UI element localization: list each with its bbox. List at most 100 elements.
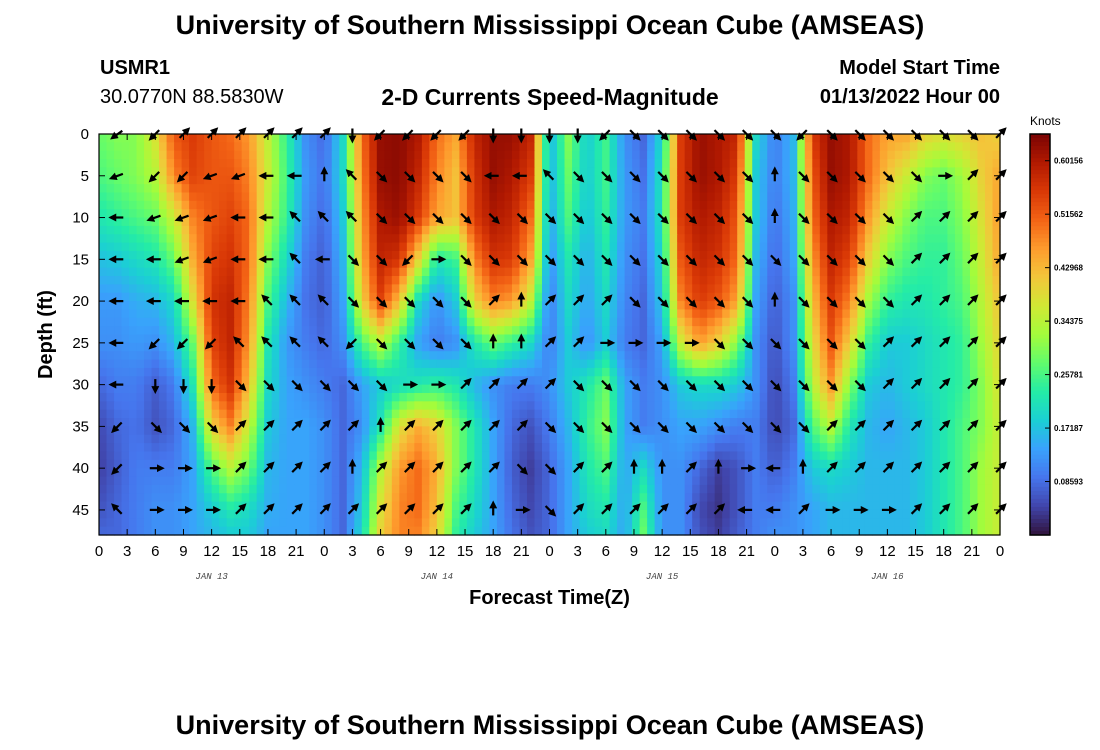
heat-cell	[789, 367, 798, 377]
heat-cell	[331, 426, 340, 436]
heat-cell	[301, 434, 310, 444]
heat-cell	[624, 359, 633, 369]
heat-cell	[399, 367, 408, 377]
heat-cell	[339, 192, 348, 202]
heat-cell	[587, 150, 596, 160]
heat-cell	[707, 326, 716, 336]
heat-cell	[114, 267, 123, 277]
heat-cell	[391, 326, 400, 336]
heat-cell	[331, 476, 340, 486]
heat-cell	[759, 401, 768, 411]
heat-cell	[204, 326, 213, 336]
heat-cell	[451, 342, 460, 352]
heat-cell	[211, 209, 220, 219]
heat-cell	[834, 459, 843, 469]
heat-cell	[782, 342, 791, 352]
heat-cell	[714, 200, 723, 210]
heat-cell	[451, 476, 460, 486]
heat-cell	[954, 250, 964, 260]
heat-cell	[294, 217, 303, 227]
heat-cell	[249, 351, 258, 361]
heat-cell	[872, 225, 881, 235]
heat-cell	[264, 376, 273, 386]
heat-cell	[774, 142, 783, 152]
heat-cell	[309, 326, 318, 336]
heat-cell	[714, 351, 723, 361]
heat-cell	[511, 334, 521, 344]
heat-cell	[969, 451, 979, 461]
heat-cell	[722, 200, 731, 210]
heat-cell	[331, 351, 340, 361]
heat-cell	[699, 367, 708, 377]
heat-cell	[609, 242, 618, 252]
heat-cell	[842, 209, 851, 219]
heat-cell	[564, 217, 573, 227]
heat-cell	[436, 209, 445, 219]
heat-cell	[737, 401, 746, 411]
heat-cell	[219, 276, 228, 285]
heat-cell	[106, 225, 115, 235]
heat-cell	[451, 459, 460, 469]
heat-cell	[219, 468, 228, 478]
heat-cell	[902, 351, 911, 361]
heat-cell	[339, 259, 348, 269]
heat-cell	[549, 175, 558, 185]
heat-cell	[429, 200, 438, 210]
heat-cell	[459, 451, 468, 461]
heat-cell	[301, 309, 310, 319]
heat-cell	[902, 184, 911, 194]
heat-cell	[834, 367, 843, 377]
heat-cell	[677, 342, 686, 352]
heat-cell	[181, 284, 190, 294]
heat-cell	[436, 276, 445, 285]
heat-cell	[902, 142, 911, 152]
heat-cell	[902, 200, 911, 210]
heat-cell	[752, 342, 761, 352]
heat-cell	[361, 426, 370, 436]
heat-cell	[834, 317, 843, 327]
heat-cell	[842, 401, 851, 411]
heat-cell	[677, 167, 686, 177]
heat-cell	[451, 292, 460, 302]
heat-cell	[587, 175, 596, 185]
heat-cell	[339, 142, 348, 152]
heat-cell	[436, 167, 445, 177]
heat-cell	[226, 200, 235, 210]
heat-cell	[294, 184, 303, 194]
heat-cell	[489, 209, 498, 219]
heat-cell	[436, 476, 445, 486]
heat-cell	[872, 259, 881, 269]
heat-cell	[331, 276, 340, 285]
heat-cell	[541, 468, 551, 478]
heat-cell	[219, 367, 228, 377]
heat-cell	[879, 134, 888, 143]
heat-cell	[369, 434, 378, 444]
heat-cell	[827, 192, 836, 202]
heat-cell	[241, 342, 250, 352]
heat-cell	[406, 384, 415, 394]
heat-cell	[992, 134, 1001, 143]
heat-cell	[271, 217, 280, 227]
heat-cell	[429, 284, 438, 294]
heat-cell	[174, 384, 183, 394]
heat-cell	[962, 242, 971, 252]
heat-cell	[204, 259, 213, 269]
heat-cell	[384, 468, 393, 478]
heat-cell	[429, 234, 438, 244]
heat-cell	[759, 292, 768, 302]
heat-cell	[346, 468, 355, 478]
heat-cell	[654, 351, 663, 361]
heat-cell	[617, 326, 626, 336]
heat-cell	[324, 209, 333, 219]
heat-cell	[842, 418, 851, 427]
heat-cell	[849, 451, 858, 461]
heat-cell	[444, 476, 453, 486]
heat-cell	[557, 459, 566, 469]
heat-cell	[977, 200, 986, 210]
heat-cell	[361, 217, 370, 227]
heat-cell	[369, 234, 378, 244]
heat-cell	[797, 351, 806, 361]
heat-cell	[339, 159, 348, 169]
heat-cell	[204, 175, 213, 185]
heat-cell	[211, 334, 220, 344]
